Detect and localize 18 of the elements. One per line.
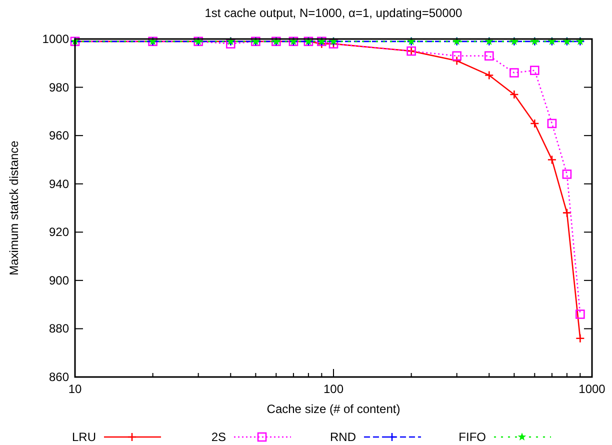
y-tick-label: 860 — [48, 370, 70, 384]
x-tick-label: 10 — [68, 382, 82, 396]
chart-title: 1st cache output, N=1000, α=1, updating=50000 — [204, 6, 463, 20]
legend-label: LRU — [72, 430, 96, 444]
y-tick-label: 900 — [48, 273, 70, 288]
y-tick-label: 1000 — [42, 32, 70, 46]
y-tick-label: 920 — [48, 225, 70, 240]
x-axis-title: Cache size (# of content) — [266, 402, 400, 416]
y-tick-label: 980 — [48, 80, 70, 94]
x-tick-label: 1000 — [578, 382, 606, 396]
y-tick-label: 880 — [48, 322, 70, 336]
y-axis-title: Maximum statck distance — [7, 140, 21, 276]
legend-label: RND — [330, 430, 356, 444]
y-tick-label: 960 — [48, 128, 70, 143]
legend-label: 2S — [211, 430, 226, 444]
x-tick-label: 100 — [323, 382, 344, 396]
y-tick-label: 940 — [48, 176, 70, 191]
legend-label: FIFO — [458, 430, 486, 444]
